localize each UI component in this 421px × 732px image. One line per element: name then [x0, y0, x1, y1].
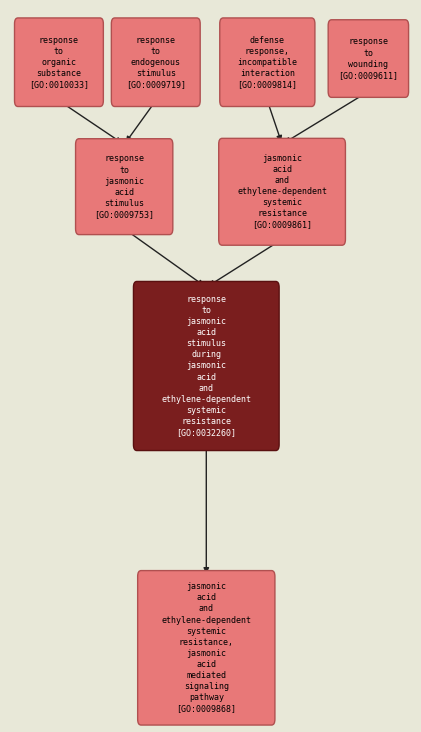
FancyBboxPatch shape	[220, 18, 315, 106]
Text: response
to
wounding
[GO:0009611]: response to wounding [GO:0009611]	[338, 37, 398, 80]
FancyBboxPatch shape	[328, 20, 408, 97]
FancyBboxPatch shape	[138, 571, 275, 725]
Text: response
to
jasmonic
acid
stimulus
[GO:0009753]: response to jasmonic acid stimulus [GO:0…	[94, 154, 154, 219]
Text: defense
response,
incompatible
interaction
[GO:0009814]: defense response, incompatible interacti…	[237, 36, 297, 89]
FancyBboxPatch shape	[219, 138, 345, 245]
Text: response
to
endogenous
stimulus
[GO:0009719]: response to endogenous stimulus [GO:0009…	[126, 36, 186, 89]
FancyBboxPatch shape	[15, 18, 104, 106]
FancyBboxPatch shape	[133, 282, 279, 450]
Text: response
to
jasmonic
acid
stimulus
during
jasmonic
acid
and
ethylene-dependent
s: response to jasmonic acid stimulus durin…	[161, 295, 251, 437]
FancyBboxPatch shape	[111, 18, 200, 106]
Text: response
to
organic
substance
[GO:0010033]: response to organic substance [GO:001003…	[29, 36, 89, 89]
FancyBboxPatch shape	[76, 139, 173, 234]
Text: jasmonic
acid
and
ethylene-dependent
systemic
resistance
[GO:0009861]: jasmonic acid and ethylene-dependent sys…	[237, 154, 327, 230]
Text: jasmonic
acid
and
ethylene-dependent
systemic
resistance,
jasmonic
acid
mediated: jasmonic acid and ethylene-dependent sys…	[161, 582, 251, 714]
